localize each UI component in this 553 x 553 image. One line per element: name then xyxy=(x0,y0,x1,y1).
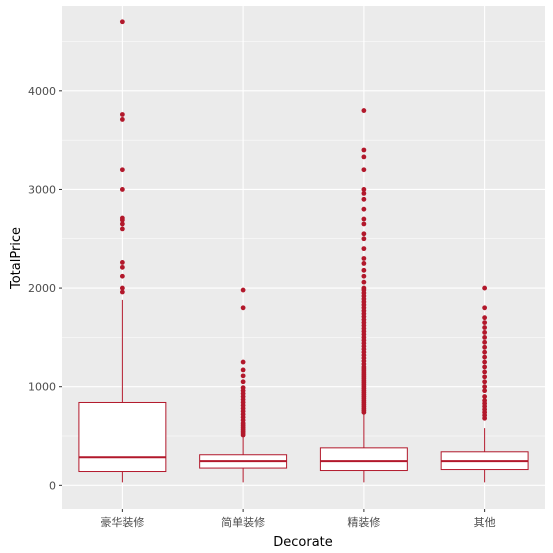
outlier-point xyxy=(482,379,488,385)
outlier-point xyxy=(482,315,488,321)
outlier-point xyxy=(361,273,367,279)
outlier-point xyxy=(361,267,367,273)
y-axis: 0 1000 2000 3000 4000 xyxy=(28,85,62,492)
outlier-point xyxy=(119,117,125,122)
y-tick-label: 4000 xyxy=(28,85,56,98)
box-group xyxy=(199,287,288,483)
outlier-point xyxy=(119,112,125,117)
outlier-point xyxy=(119,260,125,265)
outlier-point xyxy=(482,285,488,291)
outlier-point xyxy=(361,285,367,291)
outlier-point xyxy=(240,379,246,385)
outlier-point xyxy=(482,339,488,345)
outlier-point xyxy=(482,394,488,399)
outlier-point xyxy=(119,264,125,270)
outlier-point xyxy=(361,147,367,153)
outlier-point xyxy=(361,190,367,196)
outlier-point xyxy=(482,354,488,360)
outlier-point xyxy=(482,344,488,350)
x-tick-label: 豪华装修 xyxy=(100,515,144,529)
outlier-point xyxy=(361,279,367,285)
y-axis-title: TotalPrice xyxy=(9,227,24,290)
outlier-point xyxy=(482,305,488,311)
outlier-point xyxy=(119,167,125,173)
iqr-box xyxy=(319,447,408,472)
outlier-point xyxy=(119,285,125,291)
outlier-point xyxy=(361,154,367,160)
iqr-box xyxy=(78,401,167,473)
box-group xyxy=(78,19,167,483)
outlier-point xyxy=(240,287,246,293)
outlier-point xyxy=(482,349,488,355)
outlier-point xyxy=(482,334,488,340)
outlier-point xyxy=(361,206,367,212)
y-tick-label: 1000 xyxy=(28,381,56,394)
outlier-point xyxy=(482,384,488,390)
outlier-point xyxy=(482,374,488,380)
outlier-point xyxy=(119,221,125,227)
box-group xyxy=(319,108,408,483)
boxes xyxy=(78,19,529,483)
x-axis: 豪华装修 简单装修 精装修 其他 xyxy=(100,509,496,529)
outlier-point xyxy=(119,187,125,192)
outlier-point xyxy=(361,216,367,222)
outlier-point xyxy=(482,359,488,365)
outlier-point xyxy=(240,359,246,365)
outlier-point xyxy=(361,261,367,266)
x-axis-title: Decorate xyxy=(273,535,333,550)
outlier-point xyxy=(361,221,367,227)
outlier-point xyxy=(361,108,367,113)
outlier-point xyxy=(361,246,367,252)
outlier-point xyxy=(361,231,367,237)
outlier-point xyxy=(361,167,367,173)
outlier-point xyxy=(119,273,125,279)
outlier-point xyxy=(240,367,246,373)
outlier-point xyxy=(240,305,246,311)
outlier-point xyxy=(361,196,367,202)
outlier-point xyxy=(482,369,488,375)
box-group xyxy=(440,285,529,483)
outlier-point xyxy=(119,289,125,295)
outlier-point xyxy=(361,187,367,192)
outlier-point xyxy=(361,236,367,242)
outlier-point xyxy=(482,364,488,370)
outlier-point xyxy=(119,215,125,221)
y-tick-label: 2000 xyxy=(28,282,56,295)
x-tick-label: 精装修 xyxy=(347,515,380,529)
x-tick-label: 其他 xyxy=(474,516,496,529)
y-tick-label: 3000 xyxy=(28,183,56,196)
x-tick-label: 简单装修 xyxy=(221,515,265,529)
outlier-point xyxy=(482,325,488,330)
y-tick-label: 0 xyxy=(49,479,56,492)
outlier-point xyxy=(482,398,488,403)
outlier-point xyxy=(482,388,488,394)
outlier-point xyxy=(240,373,246,379)
outlier-point xyxy=(119,226,125,232)
outlier-point xyxy=(361,256,367,261)
outlier-point xyxy=(240,385,246,391)
outlier-point xyxy=(482,320,488,325)
outlier-point xyxy=(482,330,488,335)
outlier-point xyxy=(119,19,125,25)
